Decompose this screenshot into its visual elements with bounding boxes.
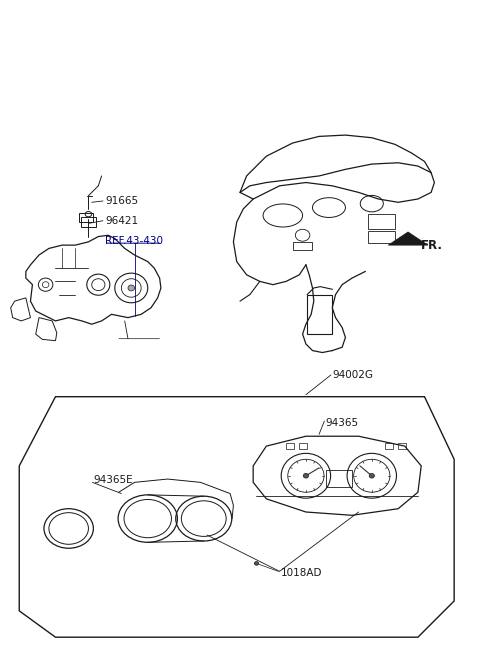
Ellipse shape [254,561,259,565]
Text: 1018AD: 1018AD [281,568,323,578]
Text: 94365E: 94365E [94,476,133,485]
Bar [325,470,352,487]
Ellipse shape [303,474,309,478]
Bar [300,443,307,449]
Text: FR.: FR. [421,238,443,252]
Text: REF.43-430: REF.43-430 [105,236,163,246]
Bar [79,213,93,222]
Bar [286,443,294,449]
Polygon shape [388,232,428,245]
Text: 96421: 96421 [105,215,138,226]
Text: 94365: 94365 [325,418,359,428]
Bar [293,242,312,250]
Ellipse shape [369,474,374,478]
Bar [369,214,395,229]
Text: 94002G: 94002G [332,370,373,380]
Bar [81,217,96,227]
Text: 91665: 91665 [105,196,138,206]
Bar [385,443,393,449]
Ellipse shape [128,285,134,291]
Bar [369,231,395,243]
Bar [398,443,406,449]
Bar [307,295,332,334]
